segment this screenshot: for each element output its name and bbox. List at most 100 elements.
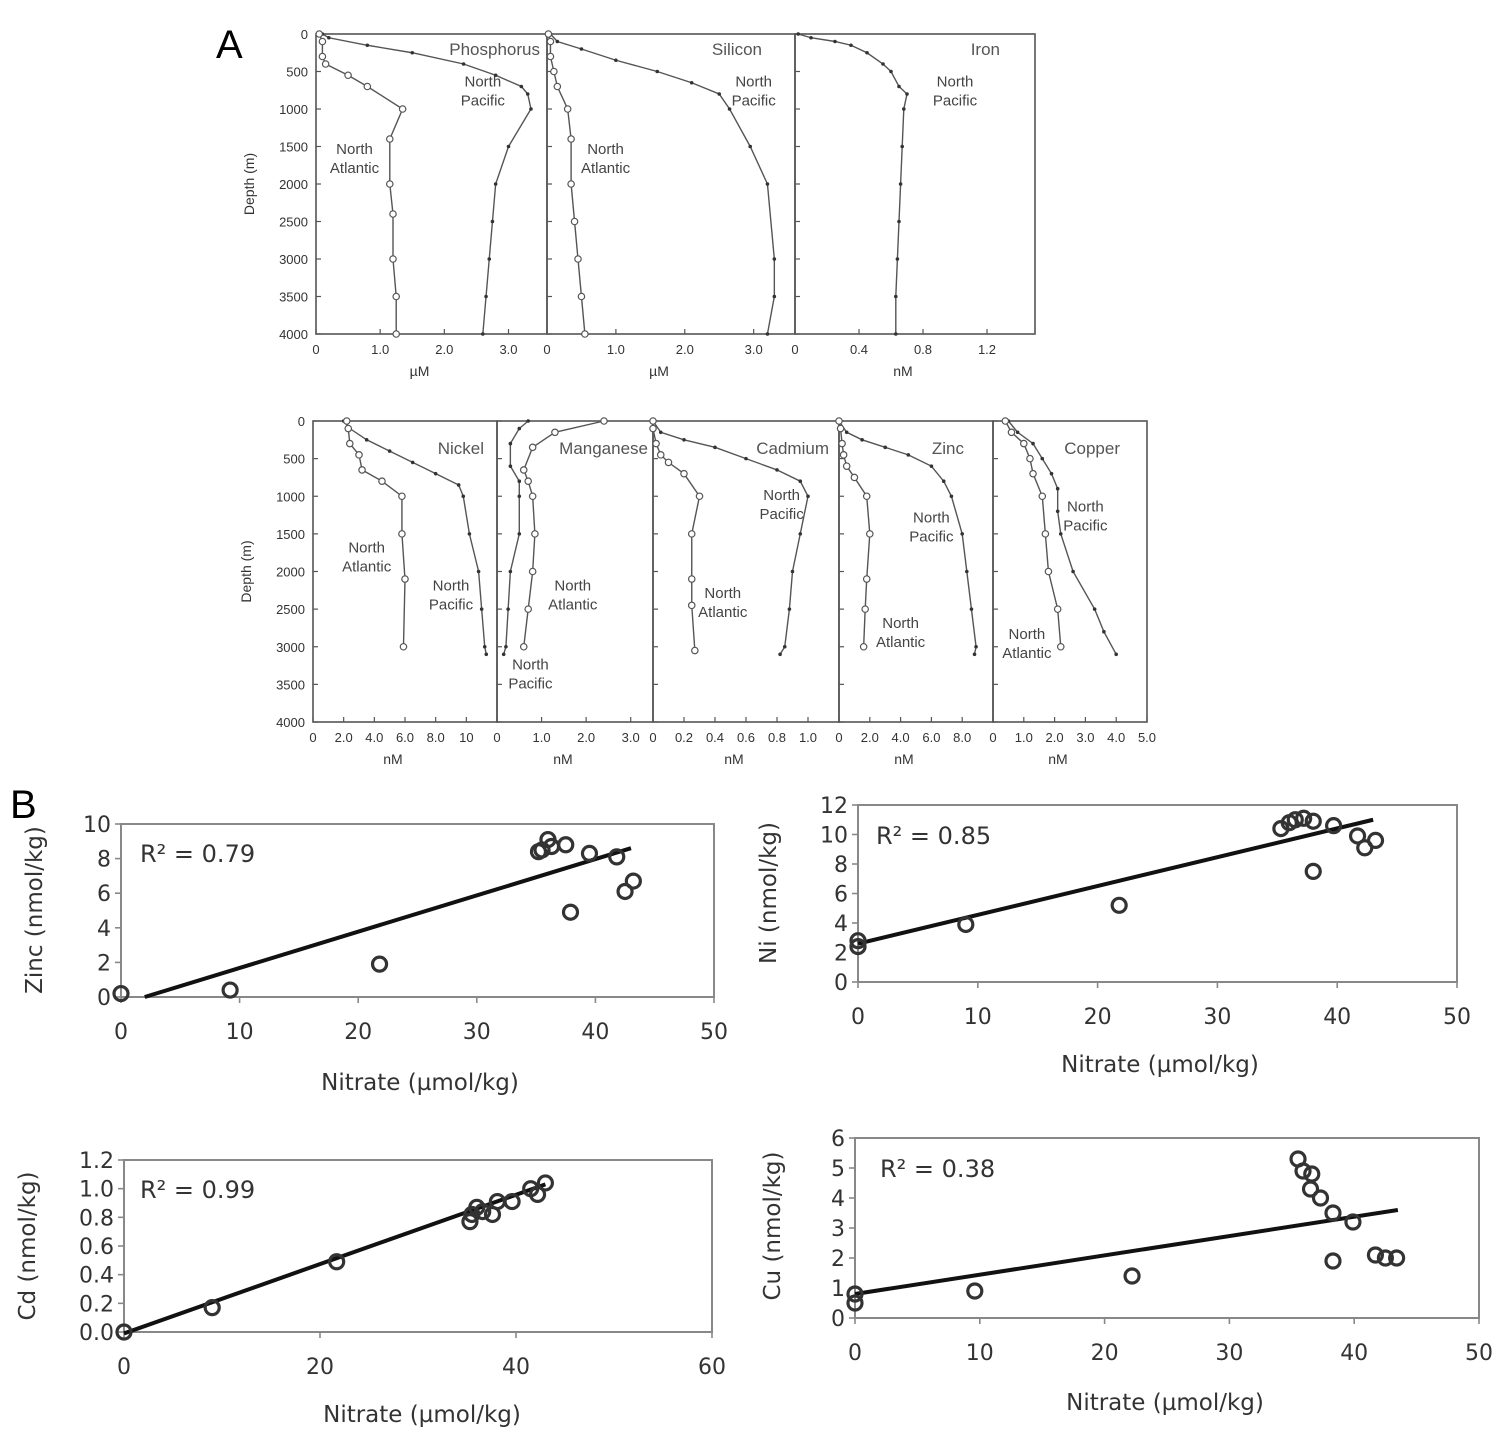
- panel-title: Phosphorus: [449, 40, 540, 59]
- data-point: [524, 605, 533, 613]
- data-point: [900, 144, 904, 149]
- x-tick-label: 30: [1215, 1341, 1243, 1366]
- x-tick-label: 3.0: [745, 342, 763, 357]
- panel-title: Zinc: [932, 439, 965, 458]
- data-point: [519, 84, 524, 89]
- annotation-line: Atlantic: [342, 559, 392, 576]
- y-tick-label: 0: [831, 1307, 845, 1332]
- series-annotation: North Pacific: [1063, 498, 1108, 534]
- data-point: [410, 460, 415, 465]
- data-point: [960, 532, 964, 536]
- regression-line: [857, 817, 1374, 946]
- data-point: [328, 1253, 346, 1271]
- x-tick-label: 40: [581, 1020, 609, 1045]
- data-point: [577, 292, 586, 301]
- y-tick-label: 1500: [279, 140, 308, 155]
- annotation-line: North: [763, 487, 800, 504]
- x-axis-label: nM: [893, 363, 912, 379]
- y-axis-label: Cu (nmol/kg): [760, 1151, 786, 1300]
- annotation-line: North: [1067, 498, 1104, 515]
- data-point: [1295, 809, 1313, 827]
- x-axis-label: nM: [1048, 751, 1067, 767]
- data-point: [838, 439, 846, 448]
- profile-panel-nickel: 0 500 1000 1500 2000 2500 3000 3500 4000 0 2.0 4.0 6…: [238, 414, 498, 767]
- y-tick-label: 8: [834, 853, 848, 878]
- data-point: [865, 530, 874, 538]
- x-tick-label: 60: [698, 1355, 726, 1380]
- data-point: [748, 144, 753, 149]
- data-point: [772, 294, 777, 299]
- r-squared-label: R² = 0.38: [880, 1155, 995, 1183]
- data-point: [553, 82, 562, 91]
- profile-panel-phosphorus: 0 500 1000 1500 2000 2500 3000 3500 4000 0 1.0 2.0 3…: [241, 27, 548, 379]
- regression-line: [144, 846, 632, 999]
- x-axis-label: µM: [649, 363, 669, 379]
- data-point: [844, 430, 849, 435]
- data-point: [897, 84, 901, 89]
- data-point: [861, 605, 869, 613]
- series-annotation: North Pacific: [909, 510, 954, 546]
- annotation-line: North: [336, 141, 373, 158]
- x-tick-label: 0: [848, 1341, 862, 1366]
- data-point: [765, 182, 770, 186]
- data-point: [744, 456, 748, 461]
- data-point: [580, 844, 599, 863]
- data-point: [796, 32, 800, 36]
- data-point: [524, 477, 533, 486]
- x-axis-label: Nitrate (µmol/kg): [321, 1070, 519, 1096]
- data-point: [567, 135, 575, 143]
- x-tick-label: 0: [835, 730, 842, 745]
- data-point: [487, 257, 492, 261]
- data-point: [493, 73, 498, 78]
- data-point: [687, 530, 696, 538]
- data-point: [557, 836, 575, 854]
- data-point: [717, 92, 722, 96]
- data-point: [775, 468, 779, 472]
- y-tick-label: 4: [831, 1187, 845, 1212]
- data-point: [1324, 1252, 1342, 1270]
- x-tick-label: 8.0: [427, 730, 445, 745]
- data-point: [365, 43, 370, 48]
- annotation-line: Atlantic: [1002, 645, 1052, 662]
- data-point: [461, 494, 466, 499]
- annotation-line: Atlantic: [876, 634, 926, 651]
- data-point: [1001, 417, 1010, 425]
- data-point: [318, 37, 327, 46]
- data-point: [385, 135, 394, 143]
- data-point: [392, 330, 401, 338]
- data-point: [1110, 896, 1128, 914]
- data-point: [474, 1202, 492, 1221]
- x-tick-label: 10: [964, 1005, 992, 1030]
- data-point: [905, 92, 909, 96]
- data-point: [616, 882, 634, 901]
- data-point: [528, 567, 537, 576]
- data-point: [392, 292, 401, 301]
- r-squared-label: R² = 0.79: [140, 840, 255, 868]
- data-point: [727, 107, 732, 111]
- data-point: [363, 82, 372, 91]
- data-point: [649, 417, 657, 425]
- data-point: [652, 439, 660, 448]
- data-point: [898, 182, 903, 186]
- y-tick-label: 0.0: [79, 1321, 114, 1346]
- y-tick-label: 4: [97, 917, 111, 942]
- annotation-line: Atlantic: [330, 160, 380, 177]
- panel-title: Iron: [971, 40, 1000, 59]
- y-tick-label: 6: [97, 882, 111, 907]
- data-point: [695, 492, 704, 501]
- y-tick-label: 2: [834, 942, 848, 967]
- annotation-line: Pacific: [461, 93, 506, 110]
- x-tick-label: 3.0: [499, 342, 517, 357]
- series-annotation: North Pacific: [461, 74, 506, 110]
- y-tick-label: 0.6: [79, 1235, 114, 1260]
- x-tick-label: 10: [226, 1020, 254, 1045]
- data-point: [689, 80, 694, 85]
- data-point: [221, 981, 239, 999]
- data-point: [600, 417, 608, 425]
- x-tick-label: 5.0: [1138, 730, 1156, 745]
- series-annotation: North Atlantic: [698, 585, 748, 621]
- data-point: [327, 35, 331, 40]
- data-point: [481, 332, 485, 336]
- series-annotation: North Atlantic: [581, 141, 631, 177]
